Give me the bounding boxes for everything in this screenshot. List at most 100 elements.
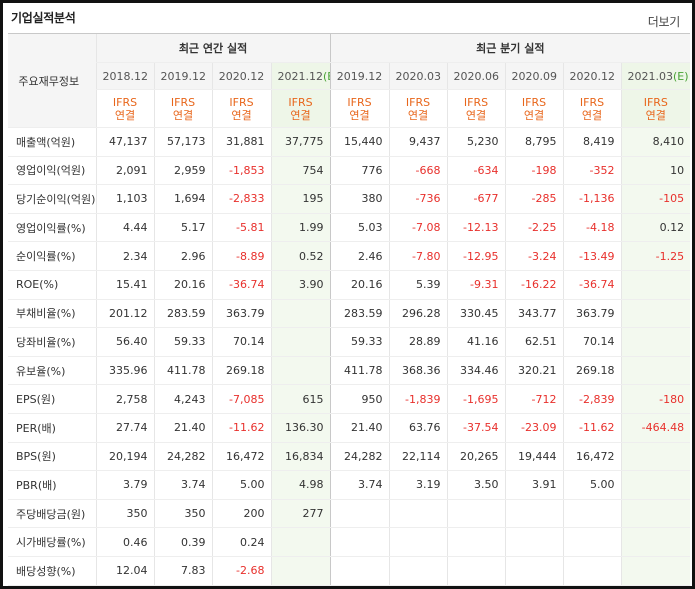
row-label: PBR(배) bbox=[8, 470, 96, 500]
consolidated-label: 연결 bbox=[407, 108, 429, 122]
value-cell: -2,833 bbox=[211, 184, 271, 214]
value-cell: -7,085 bbox=[211, 384, 271, 414]
row-label: ROE(%) bbox=[8, 270, 96, 300]
table-row: 영업이익률(%) 4.44 5.17 -5.81 1.99 5.03 -7.08 -12.13… bbox=[8, 212, 691, 243]
period-label: 2019.12 bbox=[336, 69, 383, 83]
value-cell: 15,440 bbox=[329, 127, 390, 157]
ifrs-header: IFRS 연결 bbox=[95, 89, 154, 128]
value-cell bbox=[270, 556, 331, 586]
value-cell bbox=[446, 527, 506, 557]
value-cell: 320.21 bbox=[504, 356, 564, 386]
value-cell: -634 bbox=[446, 156, 506, 186]
value-cell: -12.95 bbox=[446, 241, 506, 271]
value-cell bbox=[562, 498, 622, 529]
ifrs-label: IFRS bbox=[643, 95, 668, 109]
value-cell: 343.77 bbox=[504, 298, 564, 329]
value-cell: -736 bbox=[388, 184, 448, 214]
value-cell: 57,173 bbox=[153, 127, 212, 157]
value-cell: -12.13 bbox=[446, 212, 506, 243]
value-cell: -1,839 bbox=[388, 384, 448, 414]
value-cell bbox=[270, 327, 331, 357]
period-label: 2021.03 bbox=[627, 69, 674, 83]
value-cell: -23.09 bbox=[504, 413, 564, 443]
period-header: 2021.03(E) bbox=[620, 62, 691, 90]
value-cell: -285 bbox=[504, 184, 564, 214]
value-cell: -3.24 bbox=[504, 241, 564, 271]
table-row: 영업이익(억원) 2,091 2,959 -1,853 754 776 -668 -634 -1… bbox=[8, 156, 691, 186]
value-cell: -2.25 bbox=[504, 212, 564, 243]
value-cell: 5.17 bbox=[153, 212, 212, 243]
value-cell: -11.62 bbox=[211, 413, 271, 443]
period-header: 2020.03 bbox=[388, 62, 448, 90]
period-label: 2021.12 bbox=[277, 69, 324, 83]
ifrs-header: IFRS 연결 bbox=[562, 89, 622, 128]
row-label: 주당배당금(원) bbox=[8, 498, 96, 529]
row-label: 유보율(%) bbox=[8, 356, 96, 386]
table-row: ROE(%) 15.41 20.16 -36.74 3.90 20.16 5.39 -9.31… bbox=[8, 270, 691, 300]
value-cell: 37,775 bbox=[270, 127, 331, 157]
ifrs-header: IFRS 연결 bbox=[620, 89, 691, 128]
value-cell: 2,959 bbox=[153, 156, 212, 186]
ifrs-header: IFRS 연결 bbox=[211, 89, 271, 128]
consolidated-label: 연결 bbox=[114, 108, 136, 122]
more-link[interactable]: 더보기 bbox=[647, 15, 681, 29]
value-cell: 19,444 bbox=[504, 442, 564, 472]
value-cell: -668 bbox=[388, 156, 448, 186]
value-cell: 27.74 bbox=[95, 413, 154, 443]
value-cell: 269.18 bbox=[562, 356, 622, 386]
quarter-group-header: 최근 분기 실적 bbox=[329, 33, 691, 63]
value-cell: 950 bbox=[329, 384, 390, 414]
value-cell: 350 bbox=[95, 498, 154, 529]
value-cell: 70.14 bbox=[211, 327, 271, 357]
value-cell: 195 bbox=[270, 184, 331, 214]
value-cell: 0.12 bbox=[620, 212, 691, 243]
value-cell: 296.28 bbox=[388, 298, 448, 329]
value-cell: 8,419 bbox=[562, 127, 622, 157]
value-cell: 615 bbox=[270, 384, 331, 414]
ifrs-header: IFRS 연결 bbox=[329, 89, 390, 128]
row-label: PER(배) bbox=[8, 413, 96, 443]
value-cell: -677 bbox=[446, 184, 506, 214]
value-cell: 5.00 bbox=[562, 470, 622, 500]
row-label: 영업이익(억원) bbox=[8, 156, 96, 186]
period-header: 2021.12(E) bbox=[270, 62, 331, 90]
period-header: 2020.06 bbox=[446, 62, 506, 90]
period-header: 2020.12 bbox=[211, 62, 271, 90]
row-header-label: 주요재무정보 bbox=[8, 33, 96, 128]
table-row: 배당성향(%) 12.04 7.83 -2.68 bbox=[8, 556, 691, 586]
value-cell: 411.78 bbox=[153, 356, 212, 386]
value-cell: 1,103 bbox=[95, 184, 154, 214]
row-label: 매출액(억원) bbox=[8, 127, 96, 157]
value-cell: -8.89 bbox=[211, 241, 271, 271]
ifrs-header: IFRS 연결 bbox=[153, 89, 212, 128]
value-cell bbox=[620, 556, 691, 586]
row-label: 영업이익률(%) bbox=[8, 212, 96, 243]
value-cell: 47,137 bbox=[95, 127, 154, 157]
value-cell bbox=[620, 298, 691, 329]
value-cell: 20,265 bbox=[446, 442, 506, 472]
value-cell: 1.99 bbox=[270, 212, 331, 243]
value-cell: -1,853 bbox=[211, 156, 271, 186]
value-cell: 20.16 bbox=[329, 270, 390, 300]
value-cell: -1,695 bbox=[446, 384, 506, 414]
ifrs-label: IFRS bbox=[405, 95, 431, 109]
value-cell: 28.89 bbox=[388, 327, 448, 357]
value-cell bbox=[562, 556, 622, 586]
ifrs-label: IFRS bbox=[170, 95, 196, 109]
value-cell: 200 bbox=[211, 498, 271, 529]
period-label: 2020.12 bbox=[569, 69, 616, 83]
value-cell bbox=[620, 527, 691, 557]
ifrs-header: IFRS 연결 bbox=[446, 89, 506, 128]
value-cell: -352 bbox=[562, 156, 622, 186]
table-row: 주당배당금(원) 350 350 200 277 bbox=[8, 498, 691, 529]
value-cell: 2,758 bbox=[95, 384, 154, 414]
value-cell: 754 bbox=[270, 156, 331, 186]
period-header: 2020.12 bbox=[562, 62, 622, 90]
value-cell: 4.44 bbox=[95, 212, 154, 243]
value-cell: -5.81 bbox=[211, 212, 271, 243]
consolidated-label: 연결 bbox=[290, 108, 311, 122]
value-cell: 0.46 bbox=[95, 527, 154, 557]
value-cell: 335.96 bbox=[95, 356, 154, 386]
value-cell: 776 bbox=[329, 156, 390, 186]
